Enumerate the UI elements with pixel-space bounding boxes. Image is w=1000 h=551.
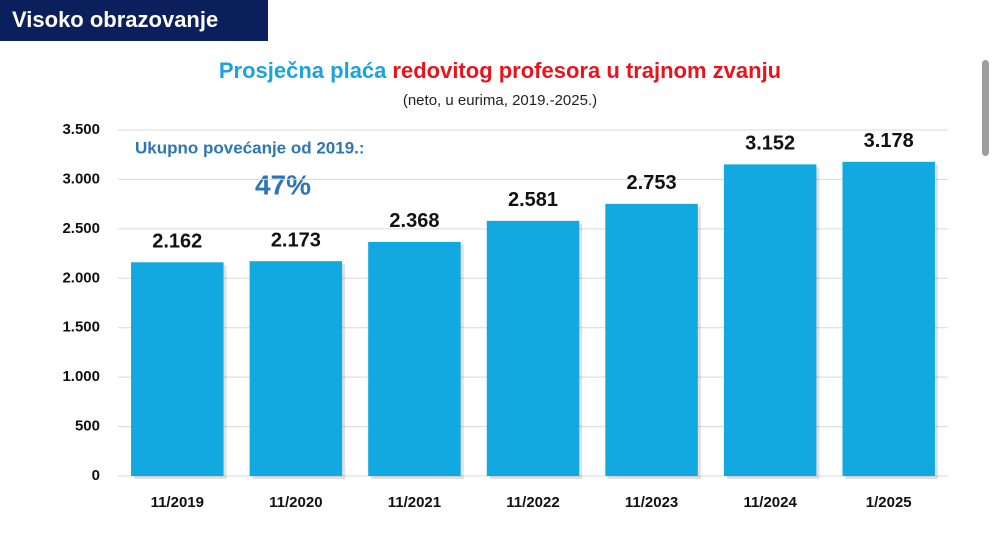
x-tick-label: 11/2024	[743, 494, 797, 511]
chart-title: Prosječna plaća redovitog profesora u tra…	[219, 58, 781, 83]
bar	[842, 161, 935, 476]
y-tick-label: 2.500	[62, 220, 100, 237]
bar	[486, 220, 580, 476]
value-label: 2.581	[508, 189, 558, 211]
bar	[723, 164, 817, 476]
bar	[249, 261, 343, 476]
x-tick-label: 11/2022	[506, 494, 559, 511]
y-tick-label: 0	[92, 467, 100, 484]
value-label: 2.753	[627, 172, 677, 194]
value-label: 2.368	[389, 210, 439, 232]
annotation: Ukupno povećanje od 2019.:	[135, 138, 365, 157]
y-tick-label: 1.000	[62, 368, 100, 385]
x-tick-label: 11/2021	[388, 494, 441, 511]
value-label: 3.152	[745, 133, 795, 155]
scrollbar	[982, 60, 989, 156]
value-label: 2.162	[152, 231, 202, 253]
x-tick-label: 1/2025	[866, 494, 912, 511]
bar	[605, 203, 698, 476]
header-label: Visoko obrazovanje	[12, 7, 218, 32]
y-tick-label: 1.500	[62, 319, 100, 336]
x-tick-label: 11/2019	[151, 494, 204, 511]
bar	[131, 262, 224, 476]
title-part: Prosječna plaća	[219, 58, 387, 83]
chart-subtitle: (neto, u eurima, 2019.-2025.)	[403, 92, 597, 109]
y-tick-label: 3.500	[62, 121, 100, 138]
header-box	[0, 0, 268, 41]
annotation-value: 47%	[255, 169, 311, 200]
x-tick-label: 11/2023	[625, 494, 678, 511]
y-tick-label: 500	[75, 418, 100, 435]
value-label: 2.173	[271, 229, 321, 251]
value-label: 3.178	[864, 130, 914, 152]
title-part: redovitog profesora u trajnom zvanju	[392, 58, 781, 83]
x-tick-label: 11/2020	[269, 494, 322, 511]
bar	[368, 241, 461, 476]
y-tick-label: 2.000	[62, 269, 100, 286]
y-tick-label: 3.000	[62, 170, 100, 187]
